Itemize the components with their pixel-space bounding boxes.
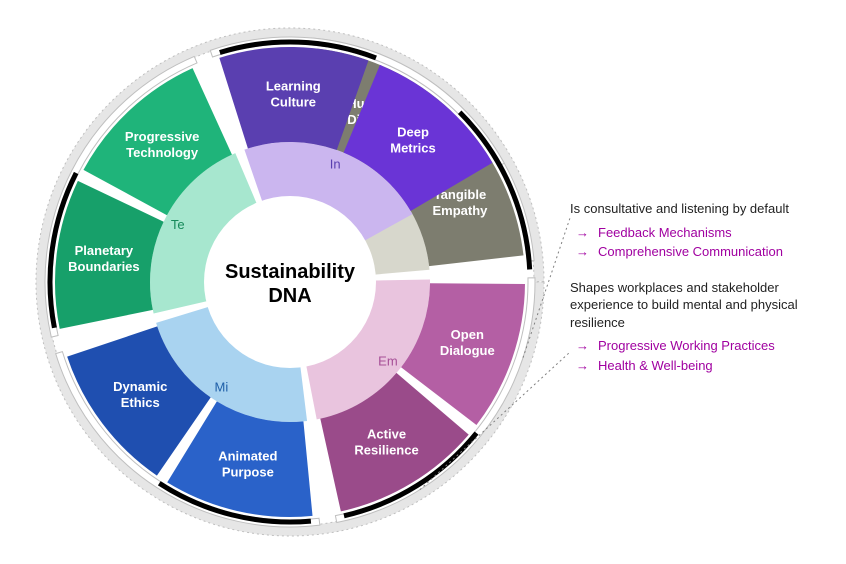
group-label-Te: Te bbox=[171, 217, 185, 232]
callout-1-item: Feedback Mechanisms bbox=[570, 224, 830, 242]
callout-2-item: Health & Well-being bbox=[570, 357, 830, 375]
callout-2-list: Progressive Working Practices Health & W… bbox=[570, 337, 830, 374]
segment-label: Technology bbox=[126, 145, 199, 160]
segment-label: Metrics bbox=[390, 140, 436, 155]
callout-1-item: Comprehensive Communication bbox=[570, 243, 830, 261]
segment-label: Purpose bbox=[222, 465, 274, 480]
callout-2-item: Progressive Working Practices bbox=[570, 337, 830, 355]
center-title-l1: Sustainability bbox=[225, 261, 356, 283]
callout-2: Shapes workplaces and stakeholder experi… bbox=[570, 279, 830, 375]
segment-label: Active bbox=[367, 427, 406, 442]
segment-label: Dynamic bbox=[113, 379, 167, 394]
segment-label: Ethics bbox=[121, 395, 160, 410]
segment-label: Open bbox=[451, 327, 484, 342]
segment-label: Planetary bbox=[75, 243, 134, 258]
segment-label: Resilience bbox=[354, 443, 418, 458]
segment-label: Learning bbox=[266, 79, 321, 94]
segment-label: Culture bbox=[271, 95, 317, 110]
group-label-Mi: Mi bbox=[215, 380, 229, 395]
segment-label: Animated bbox=[218, 449, 277, 464]
segment-label: Empathy bbox=[432, 203, 488, 218]
callout-1-list: Feedback Mechanisms Comprehensive Commun… bbox=[570, 224, 830, 261]
segment-label: Boundaries bbox=[68, 259, 140, 274]
callout-2-head: Shapes workplaces and stakeholder experi… bbox=[570, 279, 830, 332]
center-title-l2: DNA bbox=[268, 285, 311, 307]
group-label-In: In bbox=[330, 156, 341, 171]
diagram-stage: StHumanDignityTangibleEmpathyEmOpenDialo… bbox=[0, 0, 846, 564]
segment-label: Dialogue bbox=[440, 343, 495, 358]
segment-label: Deep bbox=[397, 124, 429, 139]
callouts-panel: Is consultative and listening by default… bbox=[570, 200, 830, 392]
callout-1: Is consultative and listening by default… bbox=[570, 200, 830, 261]
segment-label: Progressive bbox=[125, 129, 199, 144]
group-label-Em: Em bbox=[378, 353, 398, 368]
callout-1-head: Is consultative and listening by default bbox=[570, 200, 830, 218]
